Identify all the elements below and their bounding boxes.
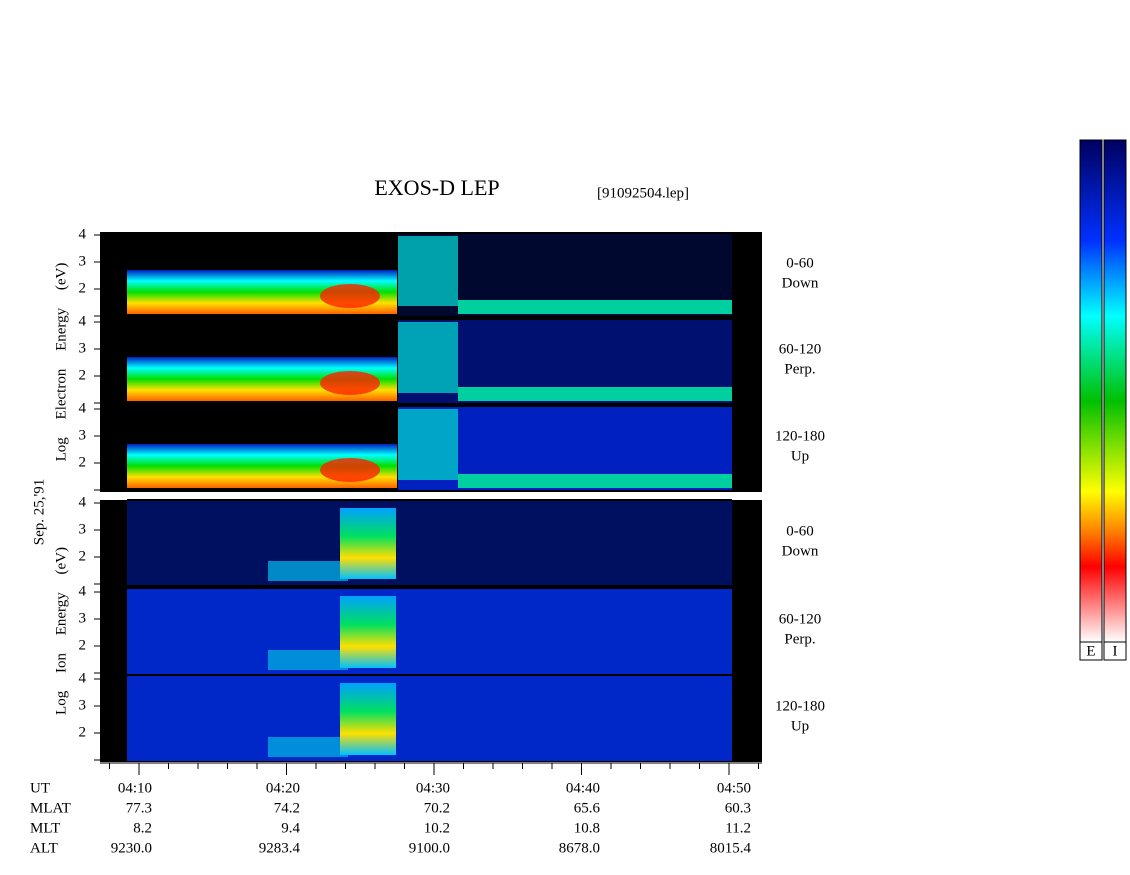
- y-axis-label: Log Ion Energy (eV): [53, 547, 69, 715]
- y-tick-label: 2: [79, 724, 87, 740]
- y-tick-label: 4: [79, 670, 87, 686]
- colorbar-label-box: [1103, 641, 1127, 661]
- y-tick-label: 3: [79, 697, 87, 713]
- colorbar: [1079, 139, 1103, 643]
- spectrum-blob: [268, 650, 348, 670]
- spectrum-bg: [127, 501, 732, 585]
- spectrum-blob: [340, 683, 396, 755]
- colorbar-label-box: [1079, 641, 1103, 661]
- row-value: 9100.0: [409, 840, 450, 856]
- y-tick-label: 2: [79, 454, 87, 470]
- y-axis-label: Log Electron Energy (eV): [53, 263, 69, 462]
- row-value: 8678.0: [559, 840, 600, 856]
- spectrum-band: [458, 474, 732, 488]
- row-value: 9230.0: [111, 840, 152, 856]
- spectrum-band: [458, 387, 732, 401]
- row-value: 11.2: [725, 820, 751, 836]
- row-value: 9283.4: [259, 840, 301, 856]
- panel-angle: 60-120: [779, 611, 822, 627]
- row-value: 74.2: [274, 800, 300, 816]
- panel-direction: Perp.: [784, 361, 815, 377]
- spectrum-bg: [127, 589, 732, 674]
- colorbar-label: I: [1113, 643, 1118, 659]
- panel-angle: 120-180: [775, 428, 825, 444]
- y-tick-label: 4: [79, 313, 87, 329]
- row-value: 65.6: [574, 800, 601, 816]
- row-value: 10.8: [574, 820, 600, 836]
- y-tick-label: 2: [79, 637, 87, 653]
- spectrum-burst: [398, 322, 458, 393]
- row-label: ALT: [30, 840, 58, 856]
- title: EXOS-D LEP: [374, 175, 499, 200]
- date-label: Sep. 25,'91: [31, 479, 47, 545]
- spectrum-blob: [268, 737, 348, 757]
- row-label: MLT: [30, 820, 60, 836]
- panel-direction: Up: [791, 448, 809, 464]
- y-tick-label: 3: [79, 521, 87, 537]
- panel-angle: 0-60: [786, 523, 814, 539]
- spectrum-burst: [398, 409, 458, 480]
- spectrum-blob: [340, 508, 396, 579]
- y-tick-label: 4: [79, 400, 87, 416]
- row-label: MLAT: [30, 800, 71, 816]
- spectrum-band: [458, 300, 732, 314]
- y-tick-label: 3: [79, 253, 87, 269]
- y-tick-label: 4: [79, 583, 87, 599]
- y-tick-label: 2: [79, 367, 87, 383]
- panel-direction: Perp.: [784, 631, 815, 647]
- panel-direction: Up: [791, 718, 809, 734]
- row-value: 04:50: [717, 780, 751, 796]
- y-tick-label: 3: [79, 427, 87, 443]
- row-value: 04:10: [118, 780, 152, 796]
- y-tick-label: 2: [79, 548, 87, 564]
- spectrum-hot: [320, 458, 380, 482]
- row-value: 77.3: [126, 800, 152, 816]
- panel-angle: 0-60: [786, 255, 814, 271]
- panel-direction: Down: [782, 543, 819, 559]
- spectrum-blob: [268, 561, 348, 581]
- row-value: 70.2: [424, 800, 450, 816]
- row-value: 04:20: [266, 780, 300, 796]
- file-label: [91092504.lep]: [597, 185, 689, 201]
- y-tick-label: 4: [79, 494, 87, 510]
- spectrum-bg: [127, 676, 732, 761]
- spectrum-blob: [340, 596, 396, 668]
- panel-direction: Down: [782, 275, 819, 291]
- panel-angle: 60-120: [779, 341, 822, 357]
- row-value: 60.3: [725, 800, 751, 816]
- row-label: UT: [30, 780, 50, 796]
- row-value: 04:40: [566, 780, 600, 796]
- y-tick-label: 3: [79, 340, 87, 356]
- row-value: 9.4: [281, 820, 300, 836]
- row-value: 8015.4: [710, 840, 752, 856]
- y-tick-label: 2: [79, 280, 87, 296]
- colorbar: [1103, 139, 1127, 643]
- row-value: 04:30: [416, 780, 450, 796]
- y-tick-label: 4: [79, 226, 87, 242]
- spectrum-hot: [320, 284, 380, 308]
- spectrum-burst: [398, 236, 458, 306]
- spectrum-hot: [320, 371, 380, 395]
- panel-angle: 120-180: [775, 698, 825, 714]
- row-value: 10.2: [424, 820, 450, 836]
- row-value: 8.2: [133, 820, 152, 836]
- colorbar-label: E: [1086, 643, 1095, 659]
- y-tick-label: 3: [79, 610, 87, 626]
